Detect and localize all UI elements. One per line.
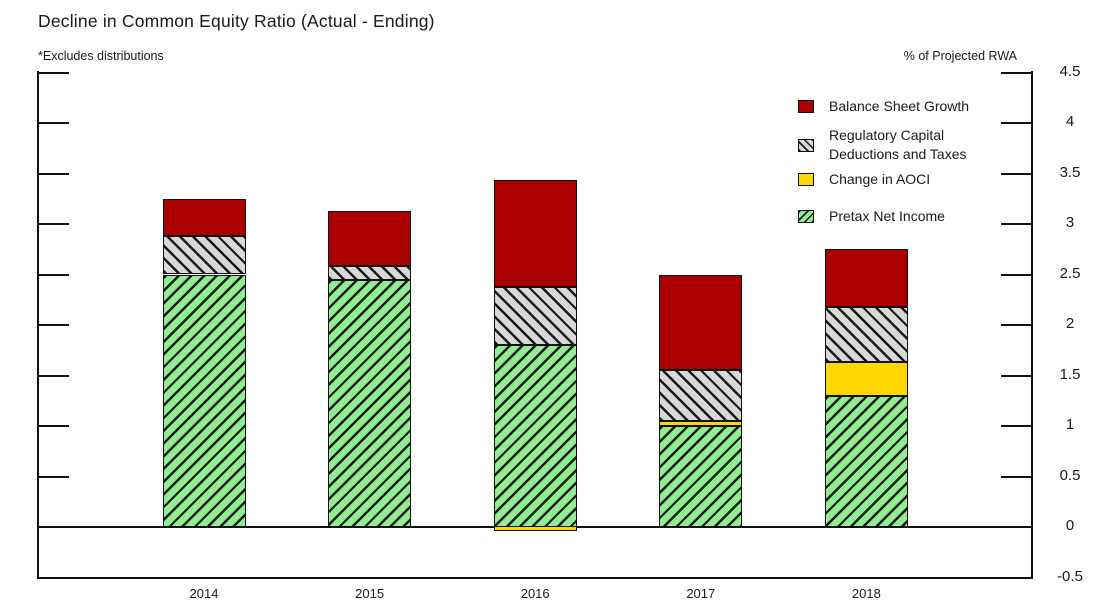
bar-segment-2018-balance_sheet_growth xyxy=(824,249,908,307)
y-axis-label-4.5: 4.5 xyxy=(1059,62,1081,80)
right-tick-3.5 xyxy=(1001,172,1033,175)
y-axis-label-0: 0 xyxy=(1065,517,1075,534)
balance_sheet_growth-swatch-icon xyxy=(798,100,814,113)
bar-segment-2018-pretax_net_income xyxy=(824,395,908,527)
bar-segment-2017-pretax_net_income xyxy=(659,426,743,527)
legend-label-regulatory_capital: Regulatory Capital Deductions and Taxes xyxy=(829,127,967,162)
bar-segment-2016-pretax_net_income xyxy=(493,345,577,527)
bar-segment-2017-regulatory_capital xyxy=(659,370,743,421)
bar-segment-2016-balance_sheet_growth xyxy=(493,179,577,287)
legend-item-pretax_net_income: Pretax Net Income xyxy=(798,207,945,226)
right-tick-2.5 xyxy=(1001,273,1033,276)
y-axis-label-2.5: 2.5 xyxy=(1059,264,1081,282)
legend-item-balance_sheet_growth: Balance Sheet Growth xyxy=(798,97,969,116)
left-tick-4.5 xyxy=(37,71,69,74)
right-tick-4 xyxy=(1001,122,1033,124)
right-tick-2 xyxy=(1001,324,1033,326)
bar-segment-2016-change_in_aoci xyxy=(493,526,577,532)
y-axis-label-1: 1 xyxy=(1065,416,1075,433)
left-tick-0.5 xyxy=(37,475,69,478)
y-axis-label-2: 2 xyxy=(1065,315,1075,332)
left-tick-3 xyxy=(37,223,69,225)
regulatory_capital-swatch-icon xyxy=(798,138,814,152)
right-axis-line xyxy=(1031,71,1033,579)
bar-segment-2015-pretax_net_income xyxy=(328,279,412,527)
left-tick-3.5 xyxy=(37,172,69,175)
y-axis-label-4: 4 xyxy=(1065,113,1075,130)
right-tick-0.5 xyxy=(1001,475,1033,478)
left-tick-4 xyxy=(37,122,69,124)
left-tick-2 xyxy=(37,324,69,326)
bar-segment-2018-change_in_aoci xyxy=(824,362,908,396)
x-axis-label-2014: 2014 xyxy=(189,586,219,601)
right-axis-title: % of Projected RWA xyxy=(903,49,1017,63)
excludes-distributions-note: *Excludes distributions xyxy=(38,49,164,63)
pretax_net_income-swatch-icon xyxy=(798,210,814,223)
right-tick-4.5 xyxy=(1001,71,1033,74)
bottom-frame-line xyxy=(37,577,1033,579)
legend-item-regulatory_capital: Regulatory Capital Deductions and Taxes xyxy=(798,126,967,164)
left-axis-line xyxy=(37,71,39,579)
y-axis-label-3.5: 3.5 xyxy=(1059,163,1081,181)
legend-label-pretax_net_income: Pretax Net Income xyxy=(829,208,945,224)
y-axis-label-0.5: 0.5 xyxy=(1059,466,1081,484)
bar-segment-2018-regulatory_capital xyxy=(824,306,908,363)
bar-segment-2017-balance_sheet_growth xyxy=(659,274,743,371)
bar-segment-2016-regulatory_capital xyxy=(493,286,577,346)
right-tick-3 xyxy=(1001,223,1033,225)
bar-segment-2014-regulatory_capital xyxy=(162,236,246,275)
x-axis-label-2018: 2018 xyxy=(851,586,881,601)
bar-segment-2015-balance_sheet_growth xyxy=(328,210,412,267)
x-axis-label-2016: 2016 xyxy=(520,586,550,601)
x-axis-label-2017: 2017 xyxy=(686,586,716,601)
y-axis-label-1.5: 1.5 xyxy=(1059,365,1081,383)
y-axis-label-3: 3 xyxy=(1065,214,1075,231)
right-tick-1.5 xyxy=(1001,374,1033,377)
legend-item-change_in_aoci: Change in AOCI xyxy=(798,170,930,189)
y-axis-label--0.5: -0.5 xyxy=(1057,567,1083,585)
right-tick-1 xyxy=(1001,425,1033,427)
legend-label-balance_sheet_growth: Balance Sheet Growth xyxy=(829,98,970,114)
chart-title: Decline in Common Equity Ratio (Actual -… xyxy=(38,11,435,31)
bar-segment-2014-pretax_net_income xyxy=(162,274,246,527)
legend-label-change_in_aoci: Change in AOCI xyxy=(829,171,931,187)
left-tick-1.5 xyxy=(37,374,69,377)
change_in_aoci-swatch-icon xyxy=(798,173,814,186)
left-tick-2.5 xyxy=(37,273,69,276)
x-axis-label-2015: 2015 xyxy=(355,586,385,601)
bar-segment-2014-balance_sheet_growth xyxy=(162,198,246,237)
left-tick-1 xyxy=(37,425,69,427)
bar-segment-2015-regulatory_capital xyxy=(328,266,412,280)
bar-segment-2017-change_in_aoci xyxy=(659,420,743,426)
